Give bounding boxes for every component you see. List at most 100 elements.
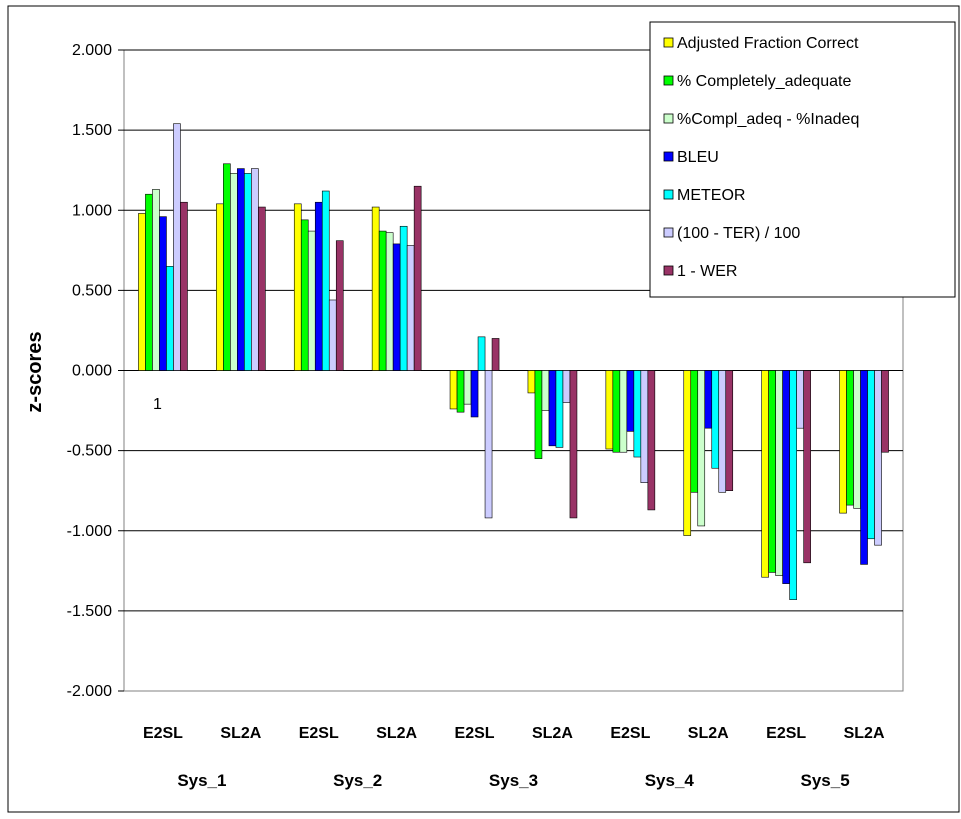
y-tick-label: -0.500	[67, 443, 112, 460]
x-group-label: Sys_3	[489, 771, 538, 790]
x-category-label: SL2A	[532, 725, 573, 742]
legend-swatch	[663, 151, 674, 162]
bar	[555, 370, 564, 448]
bar	[413, 185, 422, 371]
bar	[768, 370, 776, 573]
bar	[152, 189, 160, 371]
bar	[392, 243, 401, 371]
x-category-label: SL2A	[688, 725, 729, 742]
bar	[237, 168, 245, 371]
x-category-label: E2SL	[143, 725, 183, 742]
x-category-label: E2SL	[299, 725, 339, 742]
bar	[534, 370, 543, 459]
bar	[775, 370, 783, 576]
bar	[846, 370, 854, 506]
annotation-label: 1	[153, 396, 162, 413]
bar	[484, 370, 493, 519]
legend-label: METEOR	[677, 187, 745, 204]
x-axis-labels: E2SL SL2A Sys_1 E2SL SL2A Sys_2 E2SL SL2A Sys_3 E…	[143, 725, 885, 790]
x-group-label: Sys_1	[177, 771, 226, 790]
bar	[697, 370, 706, 527]
y-axis-ticks: 2.000 1.500 1.000 0.500 0.000 -0.500 -1.000 -1.…	[67, 42, 124, 700]
legend-swatch	[663, 265, 674, 276]
legend-swatch	[663, 227, 674, 238]
y-tick-label: -2.000	[67, 683, 112, 700]
bar	[300, 219, 309, 371]
legend-box	[649, 21, 956, 298]
bar	[456, 370, 465, 413]
y-tick-label: 1.500	[72, 122, 112, 139]
bar	[605, 370, 614, 450]
y-tick-label: 0.000	[72, 363, 112, 380]
bar	[251, 168, 259, 371]
bar	[690, 370, 699, 493]
bar	[307, 230, 316, 371]
bar	[321, 190, 330, 371]
x-category-label: SL2A	[844, 725, 885, 742]
y-tick-label: 2.000	[72, 42, 112, 59]
bar	[881, 370, 889, 453]
y-axis-title: z-scores	[24, 331, 46, 412]
bar	[145, 193, 153, 371]
x-category-label: E2SL	[766, 725, 806, 742]
bar	[782, 370, 790, 584]
bar	[477, 336, 486, 371]
bar	[761, 370, 769, 578]
legend-label: Adjusted Fraction Correct	[677, 35, 859, 52]
bar	[378, 230, 387, 371]
y-tick-label: -1.500	[67, 603, 112, 620]
bar	[541, 370, 550, 411]
bar	[711, 370, 720, 469]
bar	[612, 370, 621, 453]
bar	[867, 370, 875, 540]
bar	[449, 370, 458, 410]
legend-swatch	[663, 37, 674, 48]
bar	[853, 370, 861, 509]
bar	[789, 370, 797, 600]
bar	[548, 370, 557, 447]
legend-swatch	[663, 75, 674, 86]
bar	[803, 370, 811, 564]
bar	[230, 173, 238, 371]
bar	[258, 206, 266, 371]
legend-label: % Completely_adequate	[677, 73, 851, 90]
bar	[491, 338, 500, 371]
bar	[399, 225, 408, 371]
bar	[223, 163, 231, 371]
bars	[138, 123, 889, 600]
bar	[839, 370, 847, 514]
bar	[704, 370, 713, 429]
bar	[683, 370, 692, 536]
bar	[725, 370, 734, 491]
bar	[293, 203, 302, 371]
bar	[463, 370, 472, 405]
bar	[335, 240, 344, 371]
legend-label: BLEU	[677, 149, 719, 166]
bar	[640, 370, 649, 483]
x-category-label: E2SL	[610, 725, 650, 742]
legend-label: %Compl_adeq - %Inadeq	[677, 111, 859, 128]
bar	[159, 216, 167, 371]
bar	[173, 123, 181, 371]
bar	[796, 370, 804, 429]
bar	[619, 370, 628, 453]
y-tick-label: 1.000	[72, 202, 112, 219]
bar	[562, 370, 571, 403]
bar	[633, 370, 642, 458]
bar	[138, 213, 146, 371]
bar	[470, 370, 479, 418]
x-category-label: SL2A	[220, 725, 261, 742]
x-category-label: E2SL	[455, 725, 495, 742]
legend: Adjusted Fraction Correct % Completely_ad…	[649, 21, 956, 298]
bar	[569, 370, 578, 519]
legend-swatch	[663, 189, 674, 200]
bar	[216, 203, 224, 371]
bar	[718, 370, 727, 493]
y-tick-label: 0.500	[72, 282, 112, 299]
bar	[166, 266, 174, 371]
bar	[314, 201, 323, 371]
bar	[626, 370, 635, 432]
legend-swatch	[663, 113, 674, 124]
